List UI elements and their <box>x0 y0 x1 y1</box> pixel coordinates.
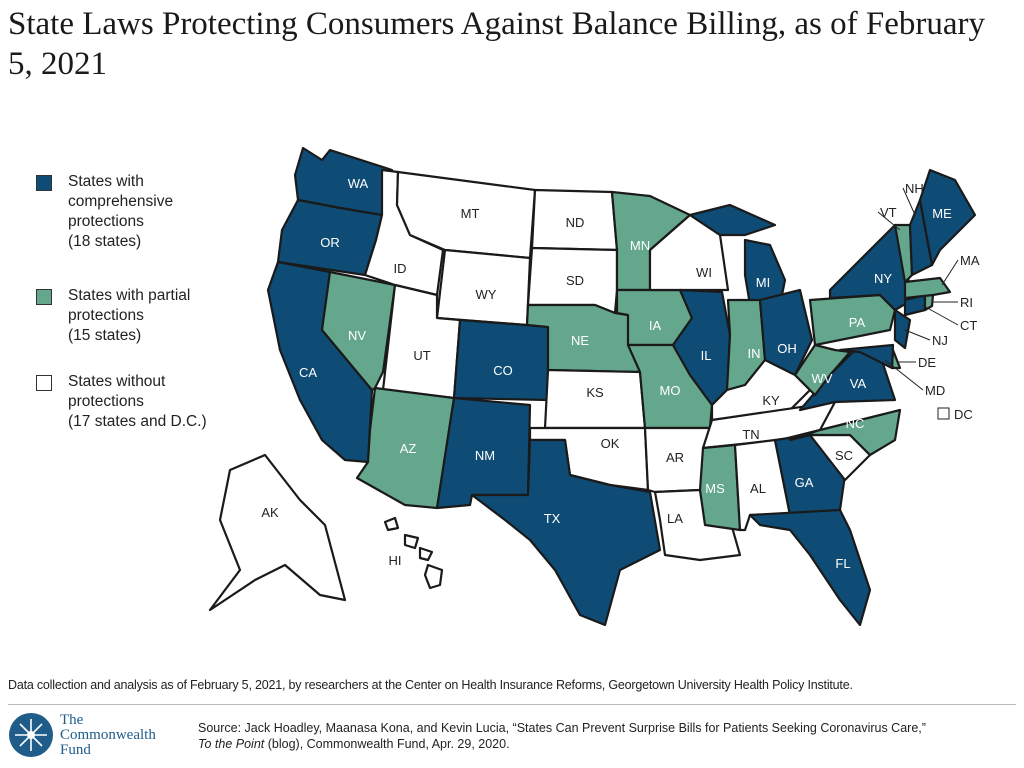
callout-line <box>904 329 931 341</box>
state-label-tx: TX <box>544 511 561 526</box>
state-label-co: CO <box>493 363 513 378</box>
legend-comprehensive: States with comprehensive protections (18… <box>36 172 198 252</box>
state-label-ok: OK <box>601 436 620 451</box>
state-dc <box>937 407 950 420</box>
logo-text: The <box>60 711 84 728</box>
state-md <box>838 343 895 370</box>
state-label-wi: WI <box>696 265 712 280</box>
state-ak <box>208 453 347 612</box>
state-label-nd: ND <box>566 215 585 230</box>
callout-line <box>877 211 901 231</box>
state-label-sd: SD <box>566 273 584 288</box>
legend-none: States without protections (17 states and… <box>36 372 228 432</box>
state-label-md: MD <box>925 383 945 398</box>
commonwealth-fund-logo: The Commonwealth Fund <box>8 712 156 758</box>
callout-line <box>921 304 959 326</box>
state-label-me: ME <box>932 206 952 221</box>
state-mi <box>688 203 777 237</box>
callout-line <box>941 259 959 286</box>
legend-count: (17 states and D.C.) <box>68 413 207 430</box>
state-me <box>918 168 977 267</box>
state-label-ak: AK <box>261 505 279 520</box>
source-citation: Source: Jack Hoadley, Maanasa Kona, and … <box>198 720 926 752</box>
state-label-wv: WV <box>812 371 833 386</box>
state-label-ga: GA <box>795 475 814 490</box>
divider <box>8 704 1016 705</box>
state-label-la: LA <box>667 511 683 526</box>
state-label-vt: VT <box>880 205 897 220</box>
state-label-ny: NY <box>874 271 892 286</box>
page-title: State Laws Protecting Consumers Against … <box>8 6 985 82</box>
legend-partial: States with partial protections (15 state… <box>36 286 228 346</box>
state-label-fl: FL <box>835 556 850 571</box>
state-label-wy: WY <box>476 287 497 302</box>
us-map: WA OR CA NV ID MT WY UT CO AZ NM ND SD NE KS OK TX MN IA MO… <box>208 146 980 627</box>
state-nc <box>788 408 902 457</box>
state-label-mn: MN <box>630 238 650 253</box>
state-label-in: IN <box>748 346 761 361</box>
legend-label: States without protections <box>68 373 166 410</box>
state-label-al: AL <box>750 481 766 496</box>
state-fl <box>748 508 872 627</box>
logo-text: Commonwealth <box>60 726 156 743</box>
snowflake-logo-icon <box>9 713 53 757</box>
logo-text: Fund <box>60 741 91 758</box>
footnote: Data collection and analysis as of Febru… <box>8 678 853 692</box>
callout-line <box>884 359 924 391</box>
state-label-va: VA <box>850 376 867 391</box>
state-label-nc: NC <box>846 416 865 431</box>
source-line: (blog), Commonwealth Fund, Apr. 29, 2020… <box>264 737 510 751</box>
state-tx <box>470 438 662 627</box>
state-nj <box>893 308 912 350</box>
callout-line <box>902 187 916 216</box>
legend-label: States with partial protections <box>68 287 191 324</box>
state-label-az: AZ <box>400 441 417 456</box>
state-label-hi: HI <box>389 553 402 568</box>
state-label-sc: SC <box>835 448 853 463</box>
state-label-pa: PA <box>849 315 866 330</box>
state-label-ia: IA <box>649 318 662 333</box>
legend-count: (15 states) <box>68 327 142 344</box>
state-label-ri: RI <box>960 295 973 310</box>
state-hi <box>423 563 444 590</box>
legend-swatch-partial <box>36 289 52 305</box>
state-label-nv: NV <box>348 328 366 343</box>
state-label-de: DE <box>918 355 936 370</box>
legend-count: (18 states) <box>68 233 142 250</box>
state-label-ma: MA <box>960 253 980 268</box>
state-label-wa: WA <box>348 176 369 191</box>
state-oh <box>758 288 814 377</box>
state-label-id: ID <box>394 261 407 276</box>
state-label-ms: MS <box>705 481 725 496</box>
state-ms <box>698 443 742 532</box>
state-label-ca: CA <box>299 365 317 380</box>
state-label-oh: OH <box>777 341 797 356</box>
source-line: Source: Jack Hoadley, Maanasa Kona, and … <box>198 721 926 735</box>
state-label-ut: UT <box>413 348 430 363</box>
legend-label: States with comprehensive protections <box>68 173 174 230</box>
source-publication: To the Point <box>198 737 265 751</box>
state-co <box>452 318 554 402</box>
state-label-dc: DC <box>954 407 973 422</box>
legend-swatch-comprehensive <box>36 175 52 191</box>
state-hi <box>403 533 420 550</box>
state-label-or: OR <box>320 235 340 250</box>
state-hi <box>418 546 434 562</box>
state-label-il: IL <box>701 348 712 363</box>
state-label-tn: TN <box>742 427 759 442</box>
state-label-mo: MO <box>660 383 681 398</box>
state-label-mi: MI <box>756 275 770 290</box>
state-label-nj: NJ <box>932 333 948 348</box>
state-label-ks: KS <box>586 385 604 400</box>
state-label-mt: MT <box>461 206 480 221</box>
state-label-ky: KY <box>762 393 780 408</box>
state-label-ne: NE <box>571 333 589 348</box>
state-label-ct: CT <box>960 318 977 333</box>
state-ma <box>903 276 952 300</box>
state-label-nh: NH <box>905 181 924 196</box>
state-hi <box>383 516 400 532</box>
state-label-nm: NM <box>475 448 495 463</box>
legend-swatch-none <box>36 375 52 391</box>
state-label-ar: AR <box>666 450 684 465</box>
